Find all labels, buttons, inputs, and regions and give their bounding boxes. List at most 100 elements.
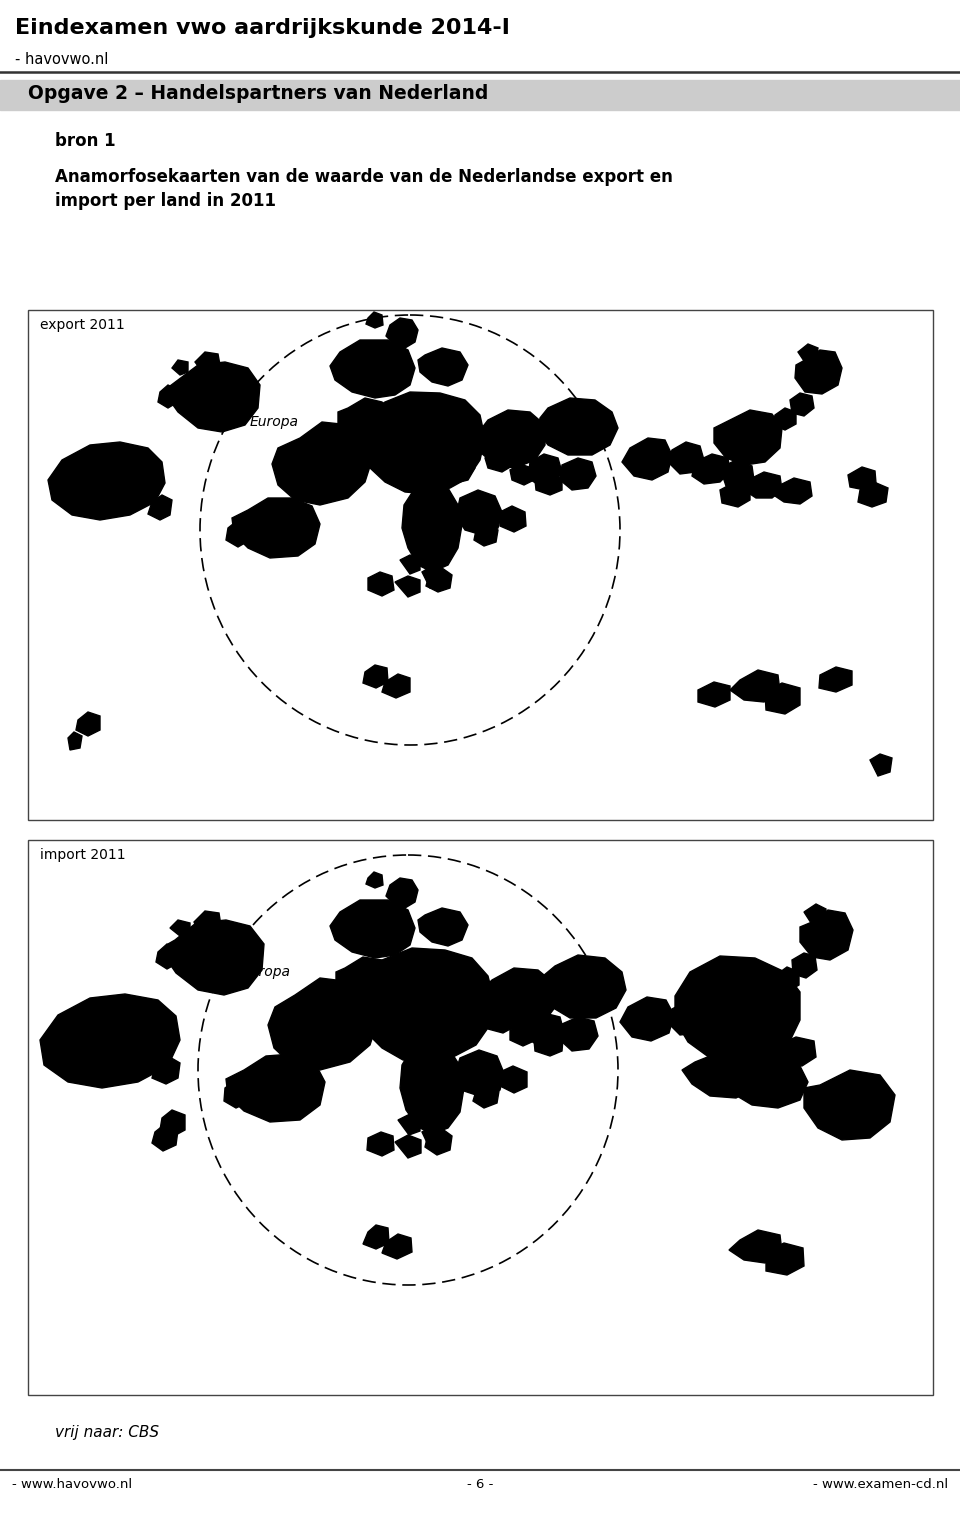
Polygon shape — [675, 957, 800, 1063]
Polygon shape — [538, 399, 618, 455]
Polygon shape — [330, 340, 415, 399]
Polygon shape — [386, 318, 418, 349]
Polygon shape — [527, 1013, 564, 1048]
Polygon shape — [720, 459, 754, 488]
Polygon shape — [226, 520, 250, 547]
Polygon shape — [620, 998, 674, 1041]
Bar — [28, 840, 933, 1395]
Polygon shape — [772, 478, 812, 503]
Text: Anamorfosekaarten van de waarde van de Nederlandse export en
import per land in : Anamorfosekaarten van de waarde van de N… — [55, 168, 673, 209]
Polygon shape — [774, 967, 799, 991]
Bar — [28, 309, 933, 820]
Polygon shape — [795, 350, 842, 394]
Polygon shape — [272, 421, 372, 505]
Polygon shape — [798, 344, 818, 364]
Polygon shape — [395, 1135, 421, 1158]
Polygon shape — [366, 872, 383, 888]
Polygon shape — [480, 969, 556, 1029]
Polygon shape — [474, 525, 498, 546]
Polygon shape — [560, 458, 596, 490]
Polygon shape — [682, 1052, 758, 1098]
Polygon shape — [363, 1225, 389, 1249]
Polygon shape — [338, 399, 390, 438]
Polygon shape — [58, 484, 80, 506]
Polygon shape — [771, 1037, 816, 1066]
Text: Eindexamen vwo aardrijkskunde 2014-I: Eindexamen vwo aardrijkskunde 2014-I — [15, 18, 510, 38]
Polygon shape — [486, 1010, 514, 1032]
Polygon shape — [425, 1128, 452, 1155]
Text: Europa: Europa — [250, 415, 299, 429]
Polygon shape — [485, 450, 512, 471]
Polygon shape — [363, 666, 388, 688]
Polygon shape — [870, 753, 892, 776]
Polygon shape — [720, 482, 750, 506]
Polygon shape — [152, 1057, 180, 1084]
Polygon shape — [510, 1023, 534, 1046]
Polygon shape — [268, 978, 378, 1070]
Polygon shape — [382, 675, 410, 697]
Polygon shape — [804, 904, 826, 926]
Polygon shape — [718, 1041, 752, 1069]
Polygon shape — [730, 670, 780, 702]
Polygon shape — [336, 957, 391, 1001]
Polygon shape — [55, 1043, 80, 1069]
Polygon shape — [418, 908, 468, 946]
Polygon shape — [698, 682, 730, 706]
Text: - havovwo.nl: - havovwo.nl — [15, 52, 108, 67]
Text: vrij naar: CBS: vrij naar: CBS — [55, 1425, 159, 1440]
Polygon shape — [165, 920, 264, 994]
Polygon shape — [224, 1079, 249, 1108]
Polygon shape — [540, 955, 626, 1019]
Polygon shape — [500, 506, 526, 532]
Polygon shape — [152, 1123, 178, 1151]
Polygon shape — [160, 1110, 185, 1137]
Polygon shape — [148, 496, 172, 520]
Polygon shape — [560, 1017, 598, 1051]
Polygon shape — [729, 1229, 782, 1263]
Polygon shape — [726, 1060, 808, 1108]
Bar — [0, 80, 960, 111]
Polygon shape — [158, 385, 178, 408]
Polygon shape — [819, 667, 852, 691]
Polygon shape — [744, 471, 782, 497]
Polygon shape — [398, 1114, 420, 1135]
Polygon shape — [195, 352, 220, 370]
Polygon shape — [535, 475, 562, 496]
Text: - 6 -: - 6 - — [467, 1478, 493, 1492]
Polygon shape — [800, 910, 853, 960]
Polygon shape — [418, 349, 468, 387]
Polygon shape — [156, 944, 178, 969]
Polygon shape — [68, 732, 82, 750]
Polygon shape — [534, 1034, 563, 1057]
Polygon shape — [510, 464, 534, 485]
Polygon shape — [742, 1029, 783, 1060]
Polygon shape — [402, 482, 462, 572]
Text: bron 1: bron 1 — [55, 132, 115, 150]
Polygon shape — [736, 1052, 782, 1079]
Polygon shape — [765, 684, 800, 714]
Polygon shape — [172, 359, 188, 374]
Polygon shape — [432, 450, 475, 484]
Polygon shape — [400, 555, 420, 575]
Text: Europa: Europa — [242, 966, 291, 979]
Polygon shape — [232, 497, 320, 558]
Polygon shape — [422, 1126, 443, 1149]
Text: - www.examen-cd.nl: - www.examen-cd.nl — [813, 1478, 948, 1492]
Polygon shape — [500, 1066, 527, 1093]
Polygon shape — [76, 713, 100, 735]
Polygon shape — [363, 393, 485, 494]
Polygon shape — [473, 1084, 499, 1108]
Polygon shape — [692, 453, 730, 484]
Polygon shape — [40, 994, 180, 1088]
Polygon shape — [368, 572, 394, 596]
Polygon shape — [766, 1243, 804, 1275]
Polygon shape — [366, 312, 383, 327]
Polygon shape — [426, 568, 452, 593]
Polygon shape — [478, 409, 545, 468]
Polygon shape — [622, 438, 672, 481]
Polygon shape — [422, 565, 442, 588]
Polygon shape — [528, 453, 562, 487]
Text: - www.havovwo.nl: - www.havovwo.nl — [12, 1478, 132, 1492]
Polygon shape — [48, 443, 165, 520]
Polygon shape — [454, 1051, 504, 1098]
